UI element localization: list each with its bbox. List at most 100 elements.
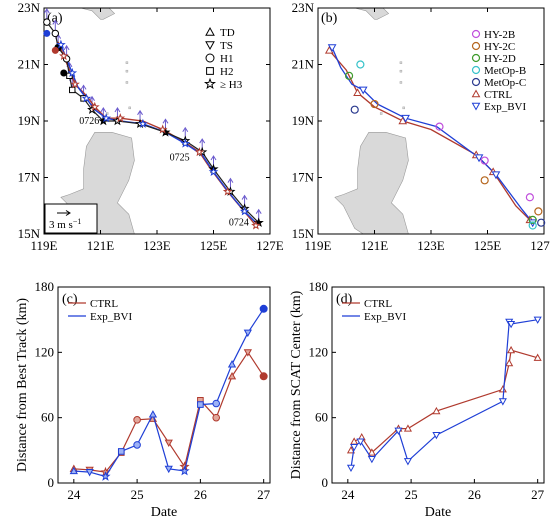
wind-arrow-head	[80, 84, 87, 90]
y-tick-label: 0	[48, 475, 55, 490]
series-point	[346, 464, 356, 472]
exp-track-point	[180, 138, 191, 148]
y-tick-label: 0	[322, 475, 329, 490]
series-point	[507, 320, 516, 329]
y-tick-label: 23N	[292, 0, 315, 15]
legend-text: CTRL	[90, 298, 118, 310]
legend-text: H2	[220, 66, 233, 78]
axes-frame	[331, 286, 545, 484]
series-point	[346, 446, 356, 454]
ctrl-track-point	[251, 220, 261, 230]
x-tick-label: 27	[257, 487, 271, 502]
land-islet	[402, 106, 405, 110]
panel-label: (b)	[321, 11, 338, 26]
y-axis-label: Distance from SCAT Center (km)	[289, 290, 304, 479]
scat-center-point	[435, 122, 444, 131]
x-tick-label: 121E	[361, 238, 389, 253]
x-tick-label: 25	[405, 487, 418, 502]
series-point	[259, 372, 268, 381]
series-point	[243, 329, 253, 338]
scat-center-point	[525, 193, 534, 202]
series-point	[367, 448, 376, 456]
series-point	[403, 424, 412, 432]
legend-text: TD	[220, 27, 235, 39]
land-islet	[399, 69, 403, 73]
x-tick-label: 119E	[305, 238, 332, 253]
y-tick-label: 120	[309, 344, 329, 359]
land-islet	[399, 81, 403, 84]
wind-arrow-head	[199, 138, 206, 144]
series-point	[259, 304, 268, 313]
wind-arrow-head	[210, 155, 217, 161]
ctrl-track-point	[89, 101, 100, 111]
y-tick-label: 15N	[292, 226, 315, 241]
legend-text: CTRL	[364, 298, 392, 310]
series-point	[394, 427, 403, 435]
land-islet	[379, 112, 383, 115]
x-tick-label: 123E	[143, 238, 171, 253]
legend-marker-0	[471, 29, 481, 39]
scat-center-point	[356, 60, 365, 69]
date-annotation: 0726	[79, 116, 99, 127]
series-point	[432, 432, 441, 440]
axes-frame	[57, 286, 271, 484]
exp-track-point	[327, 44, 337, 53]
land-islet	[125, 69, 129, 73]
ctrl-track-point	[222, 186, 233, 196]
land-layer	[334, 8, 409, 234]
series-line-Exp_BVI	[73, 308, 265, 478]
map-panel-1: 119E 121E 123E 125E 127E 15N 17N 19N 21N 23N (b) HY…	[292, 0, 550, 253]
series-point	[117, 448, 125, 455]
land-islet	[125, 81, 129, 84]
x-axis-label: Date	[425, 505, 451, 520]
series-point	[498, 385, 507, 393]
series-point	[133, 416, 141, 424]
legend-marker-2	[471, 53, 481, 63]
scale-box	[44, 203, 98, 234]
wind-arrow-head	[227, 177, 234, 183]
y-tick-label: 21N	[292, 57, 315, 72]
x-tick-label: 26	[194, 487, 208, 502]
series-point	[227, 371, 237, 380]
legend-marker-3	[206, 67, 214, 75]
x-tick-label: 127E	[256, 238, 284, 253]
ctrl-track-line	[328, 49, 531, 221]
series-point	[227, 359, 237, 368]
x-tick-label: 123E	[417, 238, 445, 253]
y-tick-label: 17N	[18, 170, 41, 185]
land-taiwan	[80, 8, 116, 20]
date-annotation: 0725	[170, 153, 190, 164]
series-point	[533, 316, 542, 324]
wind-arrow-head	[52, 19, 59, 25]
y-tick-label: 21N	[18, 57, 41, 72]
scat-center-point	[534, 207, 543, 216]
ctrl-track-point	[157, 124, 168, 134]
legend-text: Exp_BVI	[484, 101, 527, 113]
series-point	[164, 465, 173, 474]
y-tick-label: 60	[41, 410, 54, 425]
genesis-ctrl-marker	[51, 46, 59, 54]
legend-marker-4	[203, 77, 217, 90]
map-panel-0: 119E 121E 123E 125E 127E 15N 17N 19N 21N 23N (a) TD…	[18, 0, 284, 253]
x-tick-label: 125E	[200, 238, 228, 253]
series-point	[403, 458, 412, 466]
x-tick-label: 121E	[87, 238, 115, 253]
wind-arrow-head	[182, 126, 189, 133]
series-point	[212, 399, 221, 408]
legend-text: HY-2D	[484, 53, 516, 65]
legend-marker-5	[471, 89, 481, 98]
x-tick-label: 127E	[530, 238, 550, 253]
exp-track-point	[401, 114, 410, 123]
land-taiwan	[354, 8, 390, 20]
series-point	[432, 406, 441, 415]
scat-center-point	[480, 176, 489, 185]
date-annotation: 0724	[229, 218, 249, 229]
x-tick-label: 24	[341, 487, 355, 502]
scat-center-point	[528, 215, 537, 224]
series-point	[148, 410, 158, 418]
series-point	[350, 444, 359, 452]
series-point	[164, 439, 173, 448]
legend-text: H1	[220, 53, 233, 65]
series-line-CTRL	[73, 351, 265, 473]
